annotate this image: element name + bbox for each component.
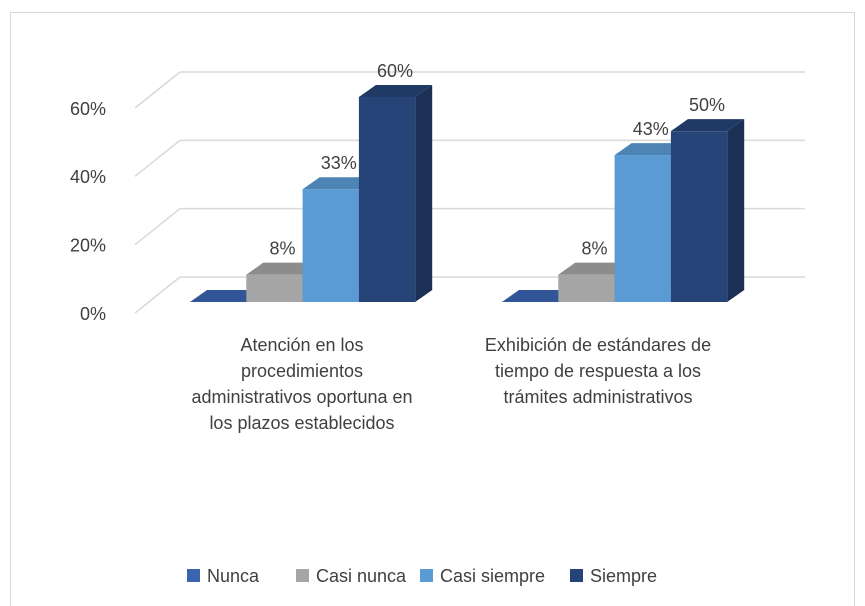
bar-side <box>415 85 433 302</box>
bar-top <box>614 143 688 156</box>
grid-line-depth <box>134 276 181 314</box>
data-label: 8% <box>269 238 295 258</box>
legend-label: Nunca <box>207 566 260 586</box>
legend-swatch <box>296 569 309 582</box>
data-label: 33% <box>321 153 357 173</box>
y-tick-label: 60% <box>70 99 106 119</box>
grid-line-depth <box>134 208 181 246</box>
bar-front <box>358 97 416 302</box>
bar-top <box>302 177 376 190</box>
x-tick-label: Exhibición de estándares de tiempo de re… <box>484 335 712 407</box>
grid-line-depth <box>134 71 181 109</box>
grid-line-depth <box>134 139 181 177</box>
legend-label: Casi siempre <box>440 566 545 586</box>
data-label: 50% <box>689 95 725 115</box>
y-tick-label: 40% <box>70 167 106 187</box>
bar-side <box>727 119 745 303</box>
chart-frame <box>10 12 855 606</box>
x-tick-label: Atención en los procedimientos administr… <box>191 335 413 433</box>
bar-front <box>558 274 615 302</box>
bar-top <box>358 85 433 97</box>
bar-top <box>670 119 745 132</box>
bar-top <box>246 262 320 275</box>
bar-front <box>302 189 359 302</box>
bar-front <box>246 274 303 302</box>
y-tick-label: 20% <box>70 235 106 255</box>
y-tick-label: 0% <box>80 304 106 324</box>
data-label: 8% <box>581 238 607 258</box>
legend-swatch <box>187 569 200 582</box>
data-label: 60% <box>377 61 413 81</box>
bar-front <box>614 155 671 302</box>
bar-front <box>670 131 728 302</box>
bar-top <box>502 290 576 302</box>
legend-label: Casi nunca <box>316 566 407 586</box>
bar-top <box>558 262 632 275</box>
legend-swatch <box>420 569 433 582</box>
bar-top <box>190 290 264 302</box>
legend-label: Siempre <box>590 566 657 586</box>
data-label: 43% <box>633 119 669 139</box>
legend-swatch <box>570 569 583 582</box>
